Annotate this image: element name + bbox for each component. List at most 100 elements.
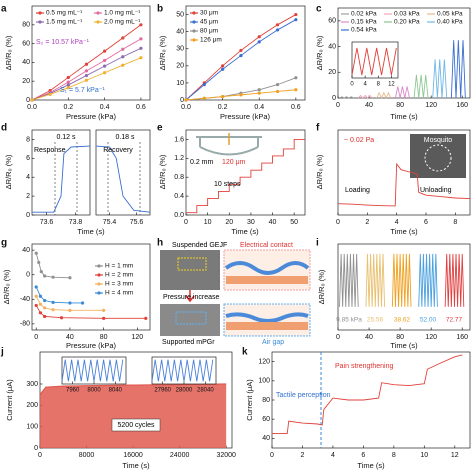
y-tick-label: 60: [262, 416, 270, 423]
y-tick-label: 0: [332, 95, 336, 102]
series-line: [35, 286, 83, 304]
panel-letter: i: [316, 238, 319, 249]
diagram-label: Pressure increase: [163, 294, 220, 301]
series-line: [339, 253, 359, 307]
annotation: S₁ = 5.7 kPa⁻¹: [60, 87, 105, 94]
legend-label: 0.20 kPa: [394, 19, 420, 26]
y-tick-label: 4: [26, 174, 30, 181]
y-axis-label: ΔR/R₀ (%): [315, 154, 324, 189]
legend-label: 0.54 kPa: [351, 27, 377, 34]
point: [34, 294, 38, 298]
x-tick-label: 12: [388, 82, 395, 88]
point: [202, 96, 206, 100]
y-tick-label: 0: [26, 212, 30, 219]
legend-label: 1.0 mg mL⁻¹: [104, 10, 141, 17]
legend-marker: [192, 29, 196, 33]
y-axis-label: Current (μA): [245, 379, 254, 421]
point: [221, 67, 225, 71]
y-tick-label: 2: [26, 193, 30, 200]
legend-label: 1.5 mg mL⁻¹: [46, 19, 83, 26]
y-tick-label: 100: [258, 378, 270, 385]
x-tick-label: 8000: [79, 452, 95, 459]
label-box: [111, 418, 161, 432]
x-tick-label: 120: [425, 334, 437, 341]
panel-letter: h: [157, 238, 163, 249]
point: [239, 48, 243, 53]
panel-letter: d: [1, 123, 7, 134]
x-axis-label: Time (s): [390, 227, 418, 236]
y-tick-label: 80: [262, 397, 270, 404]
substrate-layer: [226, 276, 308, 284]
series-line: [95, 145, 151, 213]
y-axis-label: ΔR/R₀ (%): [317, 269, 326, 304]
x-tick-label: 0: [270, 452, 274, 459]
y-tick-label: 40: [176, 28, 184, 35]
panel-letter: a: [1, 4, 7, 15]
x-tick-label: 0.0: [181, 104, 191, 111]
plot-frame: [31, 5, 151, 101]
y-tick-label: 300: [26, 381, 38, 388]
y-axis-label: ΔR/R₀ (%): [315, 35, 324, 70]
fiber-layer: [224, 261, 310, 275]
point: [51, 308, 55, 312]
y-tick-label: 0.8: [174, 174, 184, 181]
x-tick-label: 0: [350, 82, 354, 88]
x-tick-label: 80: [396, 334, 404, 341]
x-axis-label: Time (s): [390, 341, 418, 350]
legend-marker: [38, 20, 42, 24]
pressure-arrow: [185, 290, 195, 303]
point: [294, 76, 298, 80]
point: [34, 303, 38, 308]
y-tick-label: 60: [328, 18, 336, 25]
point: [184, 98, 188, 102]
x-axis-label: Pressure (kPa): [220, 112, 271, 121]
y-tick-label: 200: [26, 402, 38, 409]
point: [84, 78, 89, 82]
diagram-label: Air gap: [262, 339, 284, 346]
point: [30, 98, 34, 102]
series-label: 72.77: [446, 317, 463, 324]
point: [66, 75, 70, 80]
legend-marker: [192, 38, 196, 42]
x-axis-label: Time (s): [357, 461, 385, 470]
series-line: [35, 253, 70, 279]
y-tick-label: 0.4: [174, 193, 184, 200]
annotation: 10 steps: [214, 181, 241, 188]
annotation: 5200 cycles: [118, 422, 155, 429]
plot-frame: [337, 7, 471, 99]
legend-label: 0.40 kPa: [437, 19, 463, 26]
y-tick-label: 100: [26, 424, 38, 431]
y-axis-label: ΔR/R₀ (%): [4, 154, 13, 189]
series-line: [418, 253, 438, 307]
y-tick-label: 20: [176, 63, 184, 70]
x-tick-label: 28000: [176, 388, 193, 394]
series-line: [376, 91, 392, 100]
point: [239, 53, 243, 58]
point: [102, 308, 106, 312]
x-tick-label: 16000: [123, 452, 143, 459]
x-tick-label: 4: [395, 219, 399, 226]
legend-label: H = 1 mm: [105, 263, 133, 270]
point: [102, 316, 106, 320]
point: [257, 40, 261, 44]
point: [221, 94, 225, 99]
legend-label: 2.0 mg mL⁻¹: [104, 19, 141, 26]
legend-marker: [38, 11, 42, 15]
point: [103, 49, 107, 53]
x-tick-label: 6: [424, 219, 428, 226]
x-tick-label: 120: [132, 334, 144, 341]
point: [275, 89, 280, 94]
series-line: [35, 305, 146, 319]
plot-frame: [185, 5, 306, 101]
annotation: 0.12 s: [56, 134, 76, 141]
series-line: [391, 253, 412, 307]
x-tick-label: 0.4: [100, 104, 110, 111]
point: [84, 73, 89, 78]
sem-image: [160, 304, 220, 336]
legend-marker: [96, 11, 100, 15]
series-line: [365, 253, 386, 307]
legend-label: 30 μm: [200, 10, 218, 17]
x-tick-label: 30: [247, 219, 255, 226]
point: [139, 46, 143, 50]
